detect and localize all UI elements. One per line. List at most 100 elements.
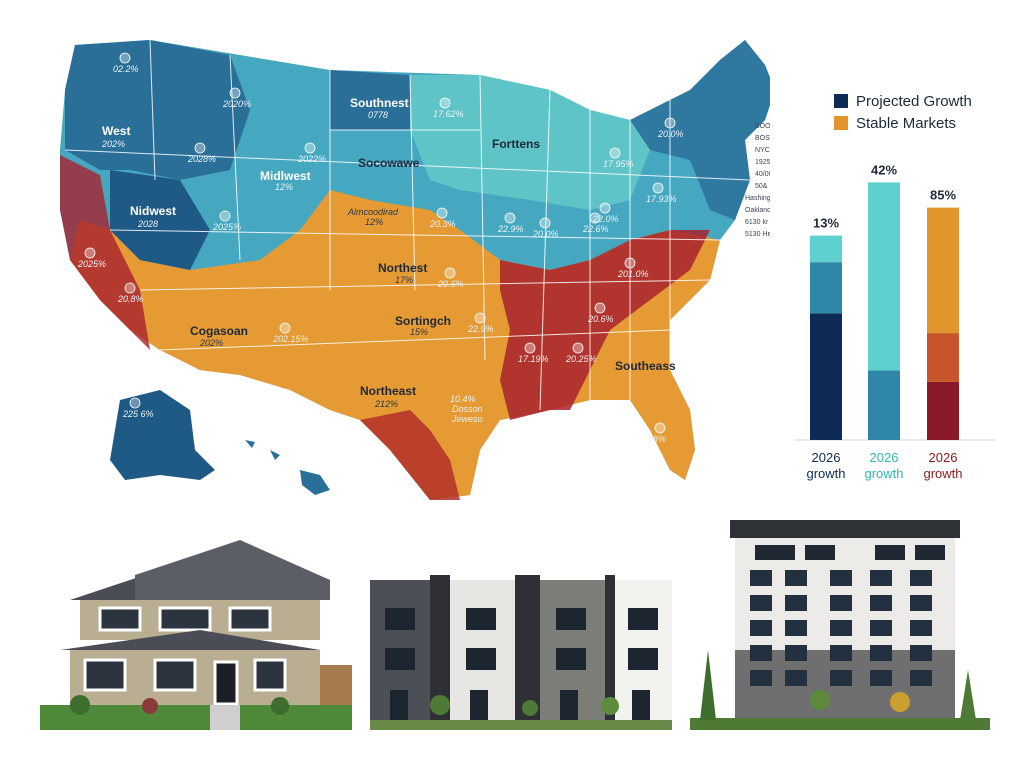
value-marker-label: 20.25% (565, 354, 597, 364)
value-marker-dot (609, 147, 621, 159)
value-marker-label: 20.0% (532, 229, 559, 239)
northeast-states (630, 40, 770, 220)
apartment-window (750, 570, 772, 586)
bar-segment (810, 235, 842, 263)
region-value-almcoodirad: Almcoodirad (347, 207, 399, 217)
apartment-window (785, 620, 807, 636)
bar-top-label: 13% (813, 216, 839, 231)
deep-south-band (500, 230, 710, 420)
value-marker-label: 20.3% (429, 219, 456, 229)
southnest-region (330, 70, 410, 130)
bar-top-label: 42% (871, 162, 897, 177)
region-value-west: 202% (101, 139, 125, 149)
coast-annotation: SOON (755, 123, 770, 130)
legend-label-stable: Stable Markets (856, 114, 957, 132)
value-marker-dot (572, 342, 584, 354)
region-label-southnest: Southnest (350, 96, 409, 110)
apartment-window (830, 595, 852, 611)
value-marker-dot (444, 267, 456, 279)
apartment-window (785, 670, 807, 686)
apartment-window (910, 570, 932, 586)
hawaii (245, 440, 330, 495)
value-marker-dot (119, 52, 131, 64)
value-marker-dot (664, 117, 676, 129)
apartment-window (830, 620, 852, 636)
apartment-window (910, 670, 932, 686)
value-marker-label: 22.9% (467, 324, 494, 334)
apartment-window (870, 645, 892, 661)
nidwest-region (110, 170, 210, 270)
coast-annotations: SOON BOSTON NYC 1925, Ren 40/000 50&Hashing Oa… (745, 123, 770, 238)
state-borders (64, 39, 751, 411)
value-marker-dot (539, 217, 551, 229)
region-value-sortingch: 15% (410, 327, 428, 337)
coast-annotation: BOSTON (755, 135, 770, 142)
coast-annotation: 5130 Helmanne (745, 231, 770, 238)
lower-label-3: Jeweso (451, 414, 483, 424)
apartment-window (910, 595, 932, 611)
value-marker-label: 20.8% (117, 294, 144, 304)
value-marker-label: 38% (648, 434, 666, 444)
bar-axis-label: growth (923, 466, 962, 481)
coast-annotation: 6130 kr (745, 219, 769, 226)
region-label-nidwest: Nidwest (130, 204, 176, 218)
coast-annotation: NYC (755, 147, 770, 154)
value-marker-dot (594, 302, 606, 314)
region-label-northest: Northest (378, 261, 427, 275)
apartment-window (870, 670, 892, 686)
value-marker-dot (194, 142, 206, 154)
value-marker-dot (599, 202, 611, 214)
bar-segment (810, 262, 842, 314)
apartment-window (750, 645, 772, 661)
apartment-window (870, 595, 892, 611)
bar-segment (868, 182, 900, 371)
lower-label-2: Dosson (452, 404, 483, 414)
value-marker-dot (589, 212, 601, 224)
region-label-sortingch: Sortingch (395, 314, 451, 328)
bar-segment (810, 313, 842, 440)
value-marker-label: 20.6% (437, 279, 464, 289)
value-marker-label: 02.2% (113, 64, 139, 74)
apartment-window (910, 645, 932, 661)
value-marker-dot (504, 212, 516, 224)
value-marker-label: 22.0% (592, 214, 619, 224)
value-marker-dot (624, 257, 636, 269)
region-label-socowawe: Socowawe (358, 156, 420, 170)
value-marker-label: 2020% (222, 99, 251, 109)
value-marker-dot (524, 342, 536, 354)
value-marker-dot (654, 422, 666, 434)
coast-annotation: Oakland (745, 207, 770, 214)
bar-axis-label: 2026 (812, 450, 841, 465)
bar-axis-label: growth (864, 466, 903, 481)
value-marker-label: 17.62% (433, 109, 464, 119)
apartment-building-photo (690, 520, 990, 730)
apartment-window (830, 645, 852, 661)
legend-swatch-projected (834, 94, 848, 108)
value-marker-dot (219, 210, 231, 222)
region-value-northest: 17% (395, 275, 413, 285)
alaska (110, 390, 215, 480)
coast-annotation: Hashing (745, 195, 770, 202)
apartment-window (785, 570, 807, 586)
region-label-southeass: Southeass (615, 359, 676, 373)
suburban-house-photo (40, 520, 352, 730)
texas-band (360, 410, 460, 500)
value-marker-dot (84, 247, 96, 259)
coast-annotation: 1925, Ren (755, 159, 770, 166)
apartment-window (870, 620, 892, 636)
bar-axis-label: 2026 (929, 450, 958, 465)
value-marker-label: 17.95% (603, 159, 634, 169)
value-marker-label: 225 6% (122, 409, 154, 419)
region-label-northeast: Northeast (360, 384, 416, 398)
townhouses-photo (370, 520, 672, 730)
apartment-window (785, 595, 807, 611)
region-value-northeast: 212% (374, 399, 398, 409)
value-marker-dot (436, 207, 448, 219)
bar-segment (927, 333, 959, 382)
value-marker-label: 17.93% (646, 194, 677, 204)
value-marker-label: 2025% (212, 222, 241, 232)
value-marker-dot (279, 322, 291, 334)
bar-top-label: 85% (930, 188, 956, 203)
bar-segment (868, 370, 900, 440)
apartment-window (785, 645, 807, 661)
